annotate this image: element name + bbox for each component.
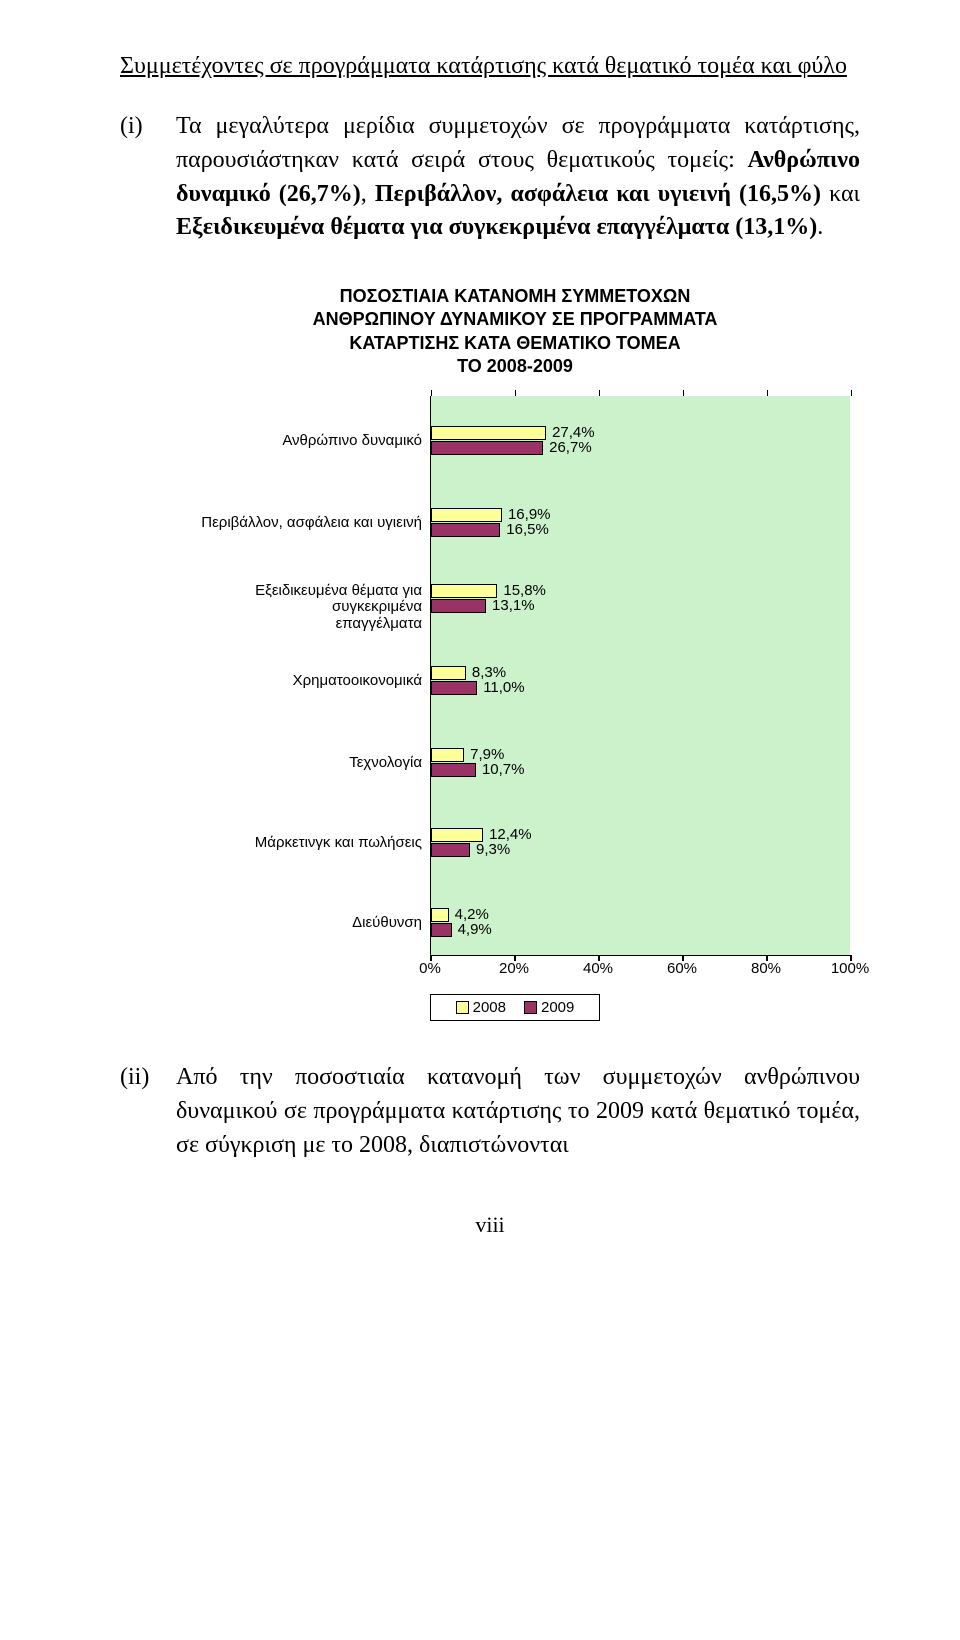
p1-b2: Περιβάλλον, ασφάλεια και υγιεινή (16,5%): [375, 181, 821, 207]
chart-title-l1: ΠΟΣΟΣΤΙΑΙΑ ΚΑΤΑΝΟΜΗ ΣΥΜΜΕΤΟΧΩΝ: [340, 286, 691, 306]
chart-category-label: Τεχνολογία: [182, 755, 422, 772]
bar-label-2009: 10,7%: [482, 761, 525, 778]
legend-label-2008: 2008: [473, 999, 506, 1016]
legend-item-2009: 2009: [524, 999, 574, 1016]
chart-title-l2: ΑΝΘΡΩΠΙΝΟΥ ΔΥΝΑΜΙΚΟΥ ΣΕ ΠΡΟΓΡΑΜΜΑΤΑ: [313, 309, 718, 329]
bar-2008: [431, 426, 546, 440]
legend-label-2009: 2009: [541, 999, 574, 1016]
para-body-i: Τα μεγαλύτερα μερίδια συμμετοχών σε προγ…: [176, 110, 860, 244]
chart-title: ΠΟΣΟΣΤΙΑΙΑ ΚΑΤΑΝΟΜΗ ΣΥΜΜΕΤΟΧΩΝ ΑΝΘΡΩΠΙΝΟ…: [180, 285, 850, 379]
para-marker-ii: (ii): [120, 1061, 176, 1162]
chart-title-l3: ΚΑΤΑΡΤΙΣΗΣ ΚΑΤΑ ΘΕΜΑΤΙΚΟ ΤΟΜΕΑ: [349, 333, 680, 353]
bar-2008: [431, 584, 497, 598]
bar-2009: [431, 681, 477, 695]
bar-label-2009: 16,5%: [506, 521, 549, 538]
chart-category-label: Χρηματοοικονομικά: [182, 673, 422, 690]
bar-label-2009: 13,1%: [492, 597, 535, 614]
page-number: viii: [120, 1212, 860, 1238]
bar-2009: [431, 923, 452, 937]
chart-category-label: Διεύθυνση: [182, 915, 422, 932]
section-heading: Συμμετέχοντες σε προγράμματα κατάρτισης …: [120, 50, 860, 82]
bar-2008: [431, 748, 464, 762]
bar-2008: [431, 666, 466, 680]
bar-label-2009: 9,3%: [476, 841, 510, 858]
bar-label-2009: 4,9%: [458, 921, 492, 938]
p1-mid1: ,: [361, 181, 375, 207]
legend-swatch-2009: [524, 1001, 537, 1014]
chart-ylabels: Ανθρώπινο δυναμικό Περιβάλλον, ασφάλεια κ…: [180, 396, 430, 956]
chart-category-label: Μάρκετινγκ και πωλήσεις: [182, 835, 422, 852]
bar-2009: [431, 523, 500, 537]
chart-xaxis: 0%20%40%60%80%100%: [430, 956, 850, 982]
chart-category-label: Εξειδικευμένα θέματα για συγκεκριμέναεπα…: [182, 583, 422, 633]
chart-title-l4: ΤΟ 2008-2009: [457, 356, 573, 376]
bar-2008: [431, 508, 502, 522]
chart: ΠΟΣΟΣΤΙΑΙΑ ΚΑΤΑΝΟΜΗ ΣΥΜΜΕΤΟΧΩΝ ΑΝΘΡΩΠΙΝΟ…: [180, 285, 850, 1022]
bar-2009: [431, 599, 486, 613]
bar-label-2009: 11,0%: [483, 679, 524, 696]
xaxis-tick-label: 20%: [499, 960, 529, 977]
paragraph-i: (i) Τα μεγαλύτερα μερίδια συμμετοχών σε …: [120, 110, 860, 244]
p1-b3: Εξειδικευμένα θέματα για συγκεκριμένα επ…: [176, 214, 817, 240]
bar-2009: [431, 843, 470, 857]
xaxis-tick-label: 100%: [831, 960, 869, 977]
para-marker-i: (i): [120, 110, 176, 244]
bar-2008: [431, 828, 483, 842]
xaxis-tick-label: 0%: [419, 960, 441, 977]
bar-2009: [431, 441, 543, 455]
xaxis-tick-label: 40%: [583, 960, 613, 977]
chart-category-label: Περιβάλλον, ασφάλεια και υγιεινή: [182, 515, 422, 532]
chart-legend: 2008 2009: [430, 994, 600, 1021]
xaxis-tick-label: 60%: [667, 960, 697, 977]
bar-2009: [431, 763, 476, 777]
bar-label-2009: 26,7%: [549, 439, 592, 456]
legend-item-2008: 2008: [456, 999, 506, 1016]
p1-tail: .: [817, 214, 823, 240]
bar-2008: [431, 908, 449, 922]
legend-swatch-2008: [456, 1001, 469, 1014]
chart-category-label: Ανθρώπινο δυναμικό: [182, 433, 422, 450]
para-body-ii: Από την ποσοστιαία κατανομή των συμμετοχ…: [176, 1061, 860, 1162]
chart-plot: 27,4%26,7%16,9%16,5%15,8%13,1%8,3%11,0%7…: [430, 396, 850, 956]
paragraph-ii: (ii) Από την ποσοστιαία κατανομή των συμ…: [120, 1061, 860, 1162]
p1-mid2: και: [821, 181, 860, 207]
xaxis-tick-label: 80%: [751, 960, 781, 977]
